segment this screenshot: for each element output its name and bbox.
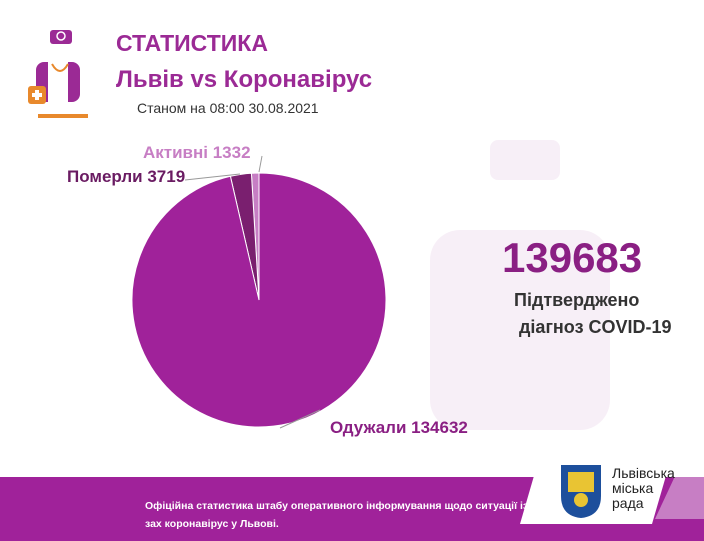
leader-line (279, 409, 321, 429)
label-active: Активні 1332 (143, 143, 251, 162)
total-caption-2: діагноз COVID-19 (519, 317, 672, 337)
lviv-coat-of-arms-icon (561, 465, 601, 518)
logo-text-line: міська (612, 480, 654, 496)
page-title: СТАТИСТИКА (116, 30, 268, 56)
pie-chart (131, 155, 387, 429)
label-recovered: Одужали 134632 (330, 418, 468, 437)
doctor-logo-icon (28, 30, 88, 118)
total-confirmed: 139683 (502, 234, 643, 281)
total-caption-1: Підтверджено (514, 290, 640, 310)
logo-text-line: Львівська (612, 465, 675, 481)
leader-line (258, 155, 263, 173)
city-council-logo-text: Львівська міська рада (612, 466, 675, 511)
page-subtitle: Львів vs Коронавірус (116, 66, 373, 93)
doctor-watermark-icon (430, 140, 610, 430)
footer-text: Офіційна статистика штабу оперативного і… (145, 500, 529, 530)
date-stamp: Станом на 08:00 30.08.2021 (137, 100, 319, 116)
slice-recovered (131, 172, 387, 428)
logo-text-line: рада (612, 495, 644, 511)
leader-line (184, 173, 241, 181)
label-died: Померли 3719 (67, 167, 186, 186)
